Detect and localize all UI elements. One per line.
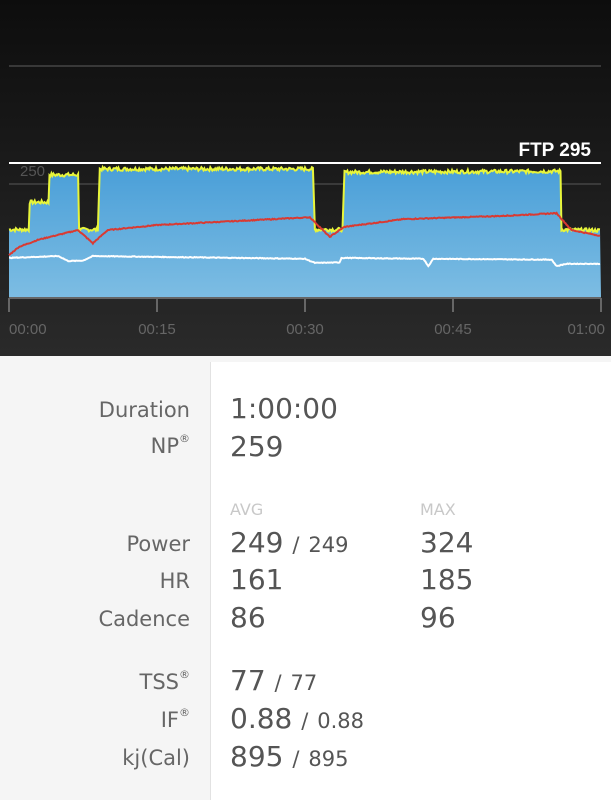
y-tick-250: 250	[20, 163, 45, 180]
x-tick-label: 00:45	[434, 321, 472, 338]
hr-line	[8, 211, 601, 256]
max-header: MAX	[420, 500, 456, 519]
if-label: IF®	[160, 706, 190, 732]
np-value: 259	[230, 430, 284, 463]
x-tick-label: 00:15	[138, 321, 176, 338]
np-label: NP®	[150, 432, 190, 458]
power-line	[8, 164, 601, 234]
cadence-line	[9, 254, 601, 268]
x-tick-label: 00:30	[286, 321, 324, 338]
registered-mark: ®	[179, 668, 190, 681]
stats-panel: Duration 1:00:00 NP® 259 AVG MAX Power 2…	[0, 362, 611, 800]
separator: /	[292, 747, 300, 771]
if-secondary: 0.88	[317, 709, 364, 733]
power-area	[9, 167, 601, 298]
power-label: Power	[126, 532, 191, 556]
tss-value: 77 / 77	[230, 664, 317, 697]
cadence-avg: 86	[230, 601, 266, 634]
if-label-text: IF	[160, 708, 179, 732]
power-max: 324	[420, 526, 474, 559]
stats-values-panel	[210, 362, 611, 800]
avg-header: AVG	[230, 500, 264, 519]
x-tick-label: 01:00	[567, 321, 605, 338]
power-avg-value: 249	[230, 526, 284, 559]
hr-avg: 161	[230, 563, 284, 596]
if-value: 0.88 / 0.88	[230, 702, 364, 735]
duration-label: Duration	[98, 398, 190, 422]
x-tick-label: 00:00	[9, 321, 47, 338]
duration-value: 1:00:00	[230, 392, 338, 425]
tss-label-text: TSS	[139, 670, 180, 694]
kj-label: kj(Cal)	[122, 746, 190, 770]
ftp-label: FTP 295	[518, 140, 591, 161]
tss-main: 77	[230, 664, 266, 697]
power-avg: 249 / 249	[230, 526, 348, 559]
chart-svg: 250 FTP 295 00:00 00:15 00:30 00:45 01:00	[8, 65, 605, 338]
registered-mark: ®	[179, 706, 190, 719]
workout-chart: 250 FTP 295 00:00 00:15 00:30 00:45 01:00	[0, 0, 611, 356]
hr-label: HR	[159, 569, 190, 593]
if-main: 0.88	[230, 702, 293, 735]
kj-main: 895	[230, 740, 284, 773]
separator: /	[301, 709, 309, 733]
separator: /	[292, 533, 300, 557]
separator: /	[274, 671, 282, 695]
np-label-text: NP	[150, 434, 179, 458]
cadence-max: 96	[420, 601, 456, 634]
power-avg-secondary: 249	[308, 533, 349, 557]
tss-label: TSS®	[139, 668, 191, 694]
hr-max: 185	[420, 563, 474, 596]
kj-value: 895 / 895	[230, 740, 348, 773]
tss-secondary: 77	[290, 671, 318, 695]
registered-mark: ®	[179, 432, 190, 445]
cadence-label: Cadence	[98, 607, 190, 631]
kj-secondary: 895	[308, 747, 349, 771]
